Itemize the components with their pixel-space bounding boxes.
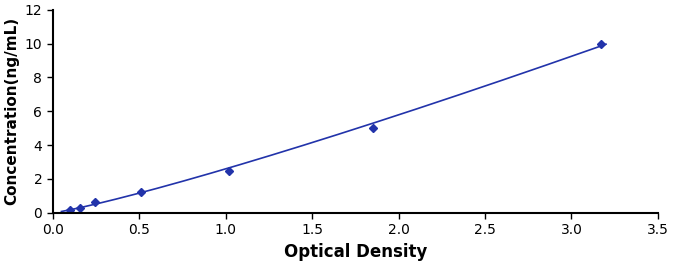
X-axis label: Optical Density: Optical Density [283,243,427,261]
Y-axis label: Concentration(ng/mL): Concentration(ng/mL) [4,17,19,205]
